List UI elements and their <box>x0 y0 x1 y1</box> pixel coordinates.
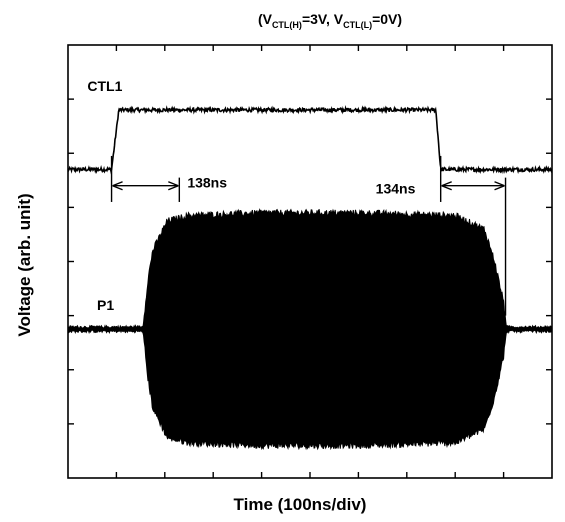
annotation-arrowhead <box>441 181 452 191</box>
series-labels: CTL1 P1 <box>87 78 122 313</box>
title-segment: CTL(L) <box>343 20 372 30</box>
series-line-ctl1 <box>67 105 553 175</box>
annotation-label: 134ns <box>376 181 416 197</box>
title-segment: =0V) <box>372 11 402 27</box>
annotations: 138ns 134ns <box>110 155 507 316</box>
annotation-arrowhead <box>494 181 505 191</box>
annotation-arrowhead <box>112 181 123 191</box>
y-axis-label: Voltage (arb. unit) <box>15 193 34 336</box>
annotation-arrowhead <box>168 181 179 191</box>
annotation-label: 138ns <box>187 175 227 191</box>
series-area-p1 <box>67 208 552 451</box>
plot-area: 138ns 134ns <box>67 105 553 451</box>
series-label-p1: P1 <box>97 297 114 313</box>
title-segment: CTL(H) <box>272 20 302 30</box>
title-segment: (V <box>258 11 273 27</box>
axis-ticks <box>68 45 552 478</box>
series-label-ctl1: CTL1 <box>87 78 122 94</box>
x-axis-label: Time (100ns/div) <box>234 495 367 514</box>
title-segment: =3V, V <box>302 11 344 27</box>
chart-title: (VCTL(H)=3V, VCTL(L)=0V) <box>258 11 402 30</box>
